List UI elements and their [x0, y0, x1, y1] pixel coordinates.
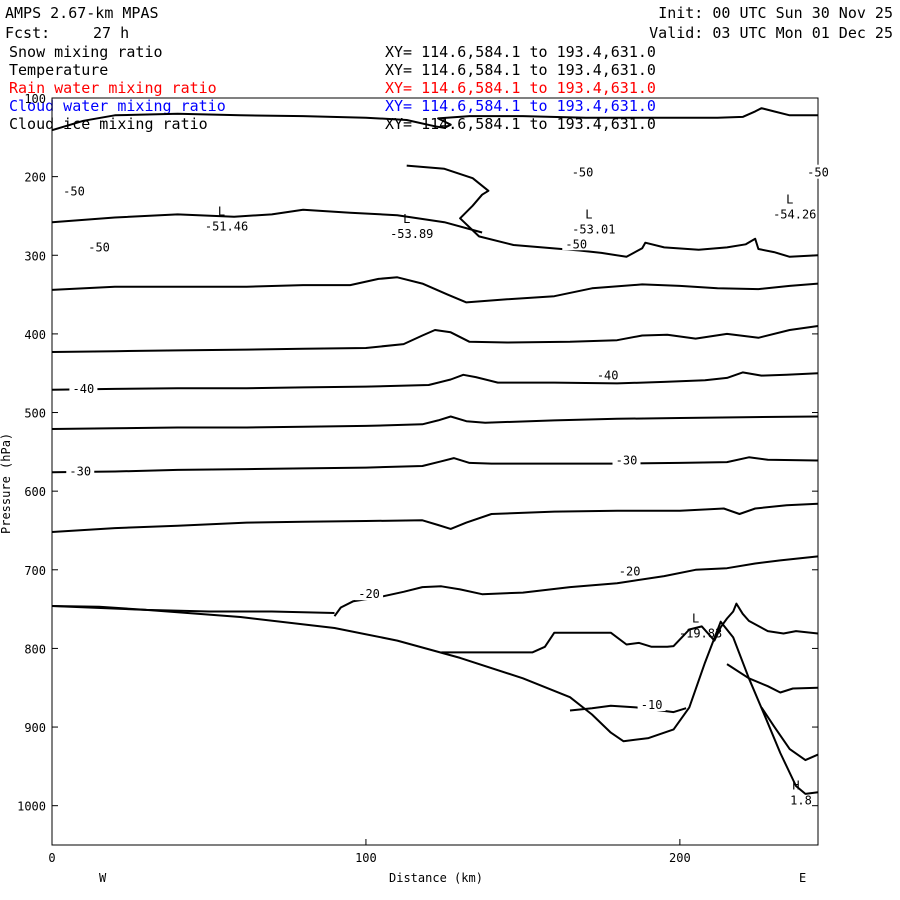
extremum-value: -19.83	[679, 627, 722, 641]
temperature-contour	[569, 704, 687, 714]
contour-label-bg	[637, 697, 666, 712]
forecast-hours: 27 h	[93, 24, 129, 42]
contour-label: -40	[73, 382, 95, 396]
temperature-contour	[51, 502, 819, 533]
temperature-contour	[51, 208, 483, 234]
extremum-marker: L	[218, 204, 225, 218]
y-tick-label: 300	[24, 249, 46, 263]
valid-time: Valid: 03 UTC Mon 01 Dec 25	[649, 24, 893, 42]
contour-label: -30	[69, 465, 91, 479]
field-xy-range: XY= 114.6,584.1 to 193.4,631.0	[385, 115, 656, 133]
field-xy-range: XY= 114.6,584.1 to 193.4,631.0	[385, 97, 656, 115]
field-xy-range: XY= 114.6,584.1 to 193.4,631.0	[385, 79, 656, 97]
extremum-marker: L	[403, 212, 410, 226]
contour-label-bg	[568, 164, 597, 179]
y-tick-label: 500	[24, 407, 46, 421]
x-axis-label: Distance (km)	[389, 871, 483, 885]
x-tick-label: 100	[355, 851, 377, 865]
west-label: W	[99, 871, 107, 885]
temperature-contour	[51, 605, 335, 614]
temperature-contour	[51, 456, 819, 474]
y-tick-label: 1000	[17, 800, 46, 814]
extremum-marker: L	[585, 208, 592, 222]
field-name: Temperature	[9, 61, 108, 79]
field-name: Cloud water mixing ratio	[9, 97, 226, 115]
field-xy-range: XY= 114.6,584.1 to 193.4,631.0	[385, 61, 656, 79]
contour-label: -50	[565, 237, 587, 251]
field-name: Cloud ice mixing ratio	[9, 115, 208, 133]
terrain-line	[51, 605, 819, 795]
extremum-value: 1.8	[790, 793, 812, 807]
field-xy-range: XY= 114.6,584.1 to 193.4,631.0	[385, 43, 656, 61]
plot-frame	[51, 97, 819, 846]
contour-label: -10	[641, 698, 663, 712]
extremum-marker: L	[692, 612, 699, 626]
y-tick-label: 200	[24, 171, 46, 185]
contour-label-bg	[66, 463, 95, 478]
field-name: Rain water mixing ratio	[9, 79, 217, 97]
extremum-value: -53.01	[572, 223, 615, 237]
contour-label-bg	[85, 239, 114, 254]
contour-label-bg	[562, 236, 591, 251]
temperature-contour	[760, 706, 819, 762]
contour-label: -40	[597, 369, 619, 383]
contour-label: -50	[63, 185, 85, 199]
temperature-contour	[51, 415, 819, 430]
forecast-label: Fcst:	[5, 24, 50, 42]
temperature-contour	[406, 164, 819, 258]
x-tick-label: 0	[48, 851, 55, 865]
temperature-contour	[333, 555, 819, 617]
temperature-contour	[51, 276, 819, 304]
contour-lines	[51, 107, 819, 762]
contour-label-bg	[612, 452, 641, 467]
temperature-contour	[441, 602, 819, 654]
temperature-contour	[51, 107, 818, 132]
temperature-contour	[726, 663, 819, 694]
east-label: E	[799, 871, 806, 885]
contour-label-bg	[69, 380, 98, 395]
y-tick-label: 800	[24, 642, 46, 656]
contour-label: -30	[616, 453, 638, 467]
axis-ticks: 100 200 300 400 500 600 700 800 900 1000 0 100 200	[17, 92, 818, 865]
y-tick-label: 900	[24, 721, 46, 735]
extremum-marker: L	[786, 193, 793, 207]
model-title: AMPS 2.67-km MPAS	[5, 4, 159, 22]
y-tick-label: 700	[24, 564, 46, 578]
contour-label: -20	[358, 587, 380, 601]
contour-label-bg	[804, 164, 832, 179]
contour-label: -20	[619, 564, 641, 578]
extremum-marker: H	[792, 778, 799, 792]
terrain-profile	[51, 605, 819, 795]
contour-label-bg	[59, 183, 88, 198]
contour-label: -50	[807, 166, 829, 180]
extremum-value: -51.46	[205, 219, 248, 233]
contour-label-bg	[355, 586, 384, 601]
temperature-contour	[51, 325, 819, 353]
x-tick-label: 200	[669, 851, 691, 865]
y-axis-label: Pressure (hPa)	[0, 433, 13, 534]
y-tick-label: 400	[24, 328, 46, 342]
contour-labels: -50 -50 -50 -50 -50 -40 -40 -30 -30 -20 -20 -10	[59, 164, 832, 712]
extremum-value: -54.26	[773, 208, 816, 222]
contour-label: -50	[88, 240, 110, 254]
contour-label-bg	[615, 563, 644, 578]
y-tick-label: 100	[24, 92, 46, 106]
extremum-value: -53.89	[390, 227, 433, 241]
contour-label-bg	[593, 367, 622, 382]
init-time: Init: 00 UTC Sun 30 Nov 25	[658, 4, 893, 22]
temperature-contour	[51, 371, 819, 391]
field-name: Snow mixing ratio	[9, 43, 163, 61]
field-list: Snow mixing ratio XY= 114.6,584.1 to 193.…	[9, 43, 656, 133]
contour-label: -50	[572, 166, 594, 180]
y-tick-label: 600	[24, 485, 46, 499]
